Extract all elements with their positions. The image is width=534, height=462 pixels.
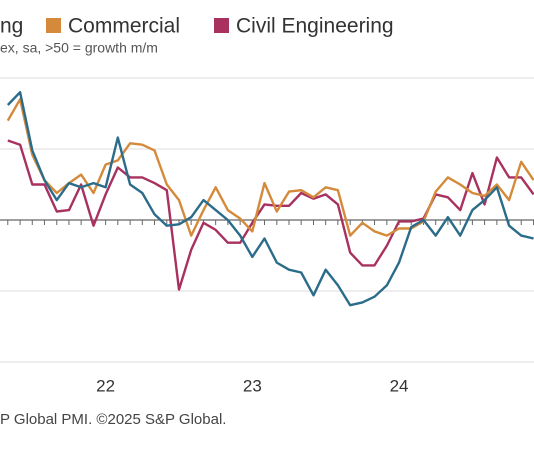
- x-tick-label: 22: [96, 376, 115, 395]
- legend-label: Commercial: [68, 15, 180, 38]
- series-line: [6, 98, 534, 237]
- legend-swatch: [214, 18, 229, 33]
- x-tick-label: 23: [243, 376, 262, 395]
- legend-swatch: [46, 18, 61, 33]
- series-line: [6, 91, 534, 307]
- x-tick-label: 24: [390, 376, 409, 395]
- legend-label: ng: [0, 15, 23, 38]
- chart-subtitle: ex, sa, >50 = growth m/m: [0, 40, 158, 56]
- legend-label: Civil Engineering: [236, 15, 394, 38]
- series-line: [7, 139, 534, 291]
- source-note: P Global PMI. ©2025 S&P Global.: [0, 411, 226, 428]
